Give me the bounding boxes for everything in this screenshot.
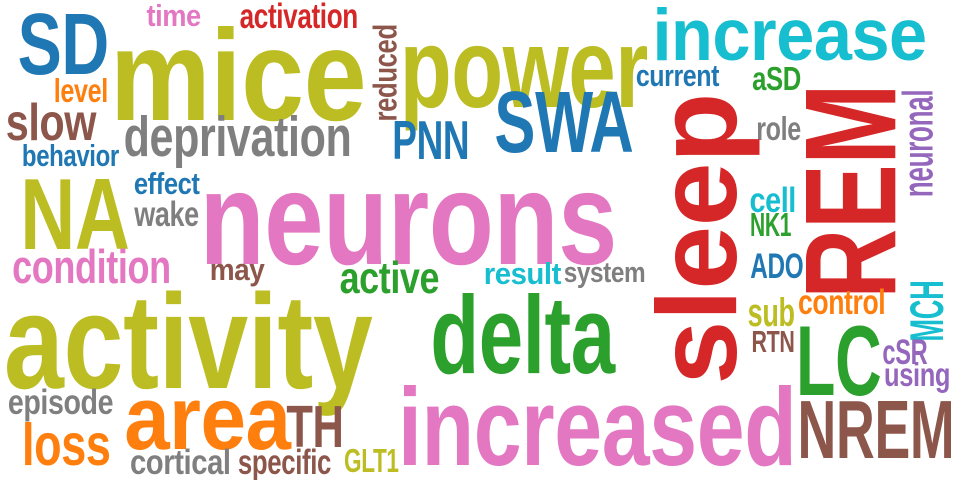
word-sub: sub — [748, 289, 795, 335]
word-slow: slow — [6, 94, 97, 153]
word-using: using — [883, 356, 951, 394]
word-area: area — [123, 368, 291, 469]
word-specific: specific — [238, 441, 332, 480]
word-rtn: RTN — [751, 323, 795, 359]
word-nk1: NK1 — [749, 206, 792, 244]
word-result: result — [483, 255, 562, 291]
word-activity: activity — [4, 266, 373, 418]
word-condition: condition — [12, 241, 171, 295]
word-delta: delta — [429, 272, 615, 397]
word-activation: activation — [240, 0, 359, 36]
word-sleep: sleep — [634, 93, 762, 385]
word-cell: cell — [750, 179, 797, 220]
word-rem: REM — [777, 84, 924, 300]
word-neurons: neurons — [199, 145, 618, 294]
word-time: time — [146, 0, 202, 33]
word-glt1: GLT1 — [344, 442, 399, 480]
word-episode: episode — [7, 381, 114, 422]
word-pnn: PNN — [391, 110, 469, 172]
word-current: current — [635, 57, 720, 93]
word-behavior: behavior — [22, 137, 119, 173]
word-ado: ADO — [749, 245, 803, 286]
word-control: control — [798, 281, 886, 322]
word-sd: SD — [17, 0, 110, 93]
word-system: system — [563, 256, 646, 289]
word-increased: increased — [398, 364, 797, 480]
word-na: NA — [19, 157, 130, 272]
word-level: level — [54, 72, 109, 110]
word-cortical: cortical — [129, 441, 231, 480]
word-wake: wake — [134, 193, 199, 234]
word-reduced: reduced — [367, 24, 405, 122]
word-may: may — [209, 251, 265, 287]
word-nrem: NREM — [797, 383, 955, 476]
word-active: active — [340, 252, 440, 304]
word-lc: LC — [795, 306, 882, 418]
word-effect: effect — [133, 165, 200, 201]
word-swa: SWA — [493, 72, 633, 171]
word-deprivation: deprivation — [124, 105, 352, 169]
word-csr: cSR — [881, 331, 927, 372]
word-mice: mice — [109, 2, 367, 149]
word-asd: aSD — [751, 60, 801, 98]
word-power: power — [399, 4, 649, 132]
word-increase: increase — [652, 0, 927, 77]
word-th: TH — [286, 393, 344, 460]
word-role: role — [756, 110, 801, 148]
word-loss: loss — [22, 411, 111, 478]
